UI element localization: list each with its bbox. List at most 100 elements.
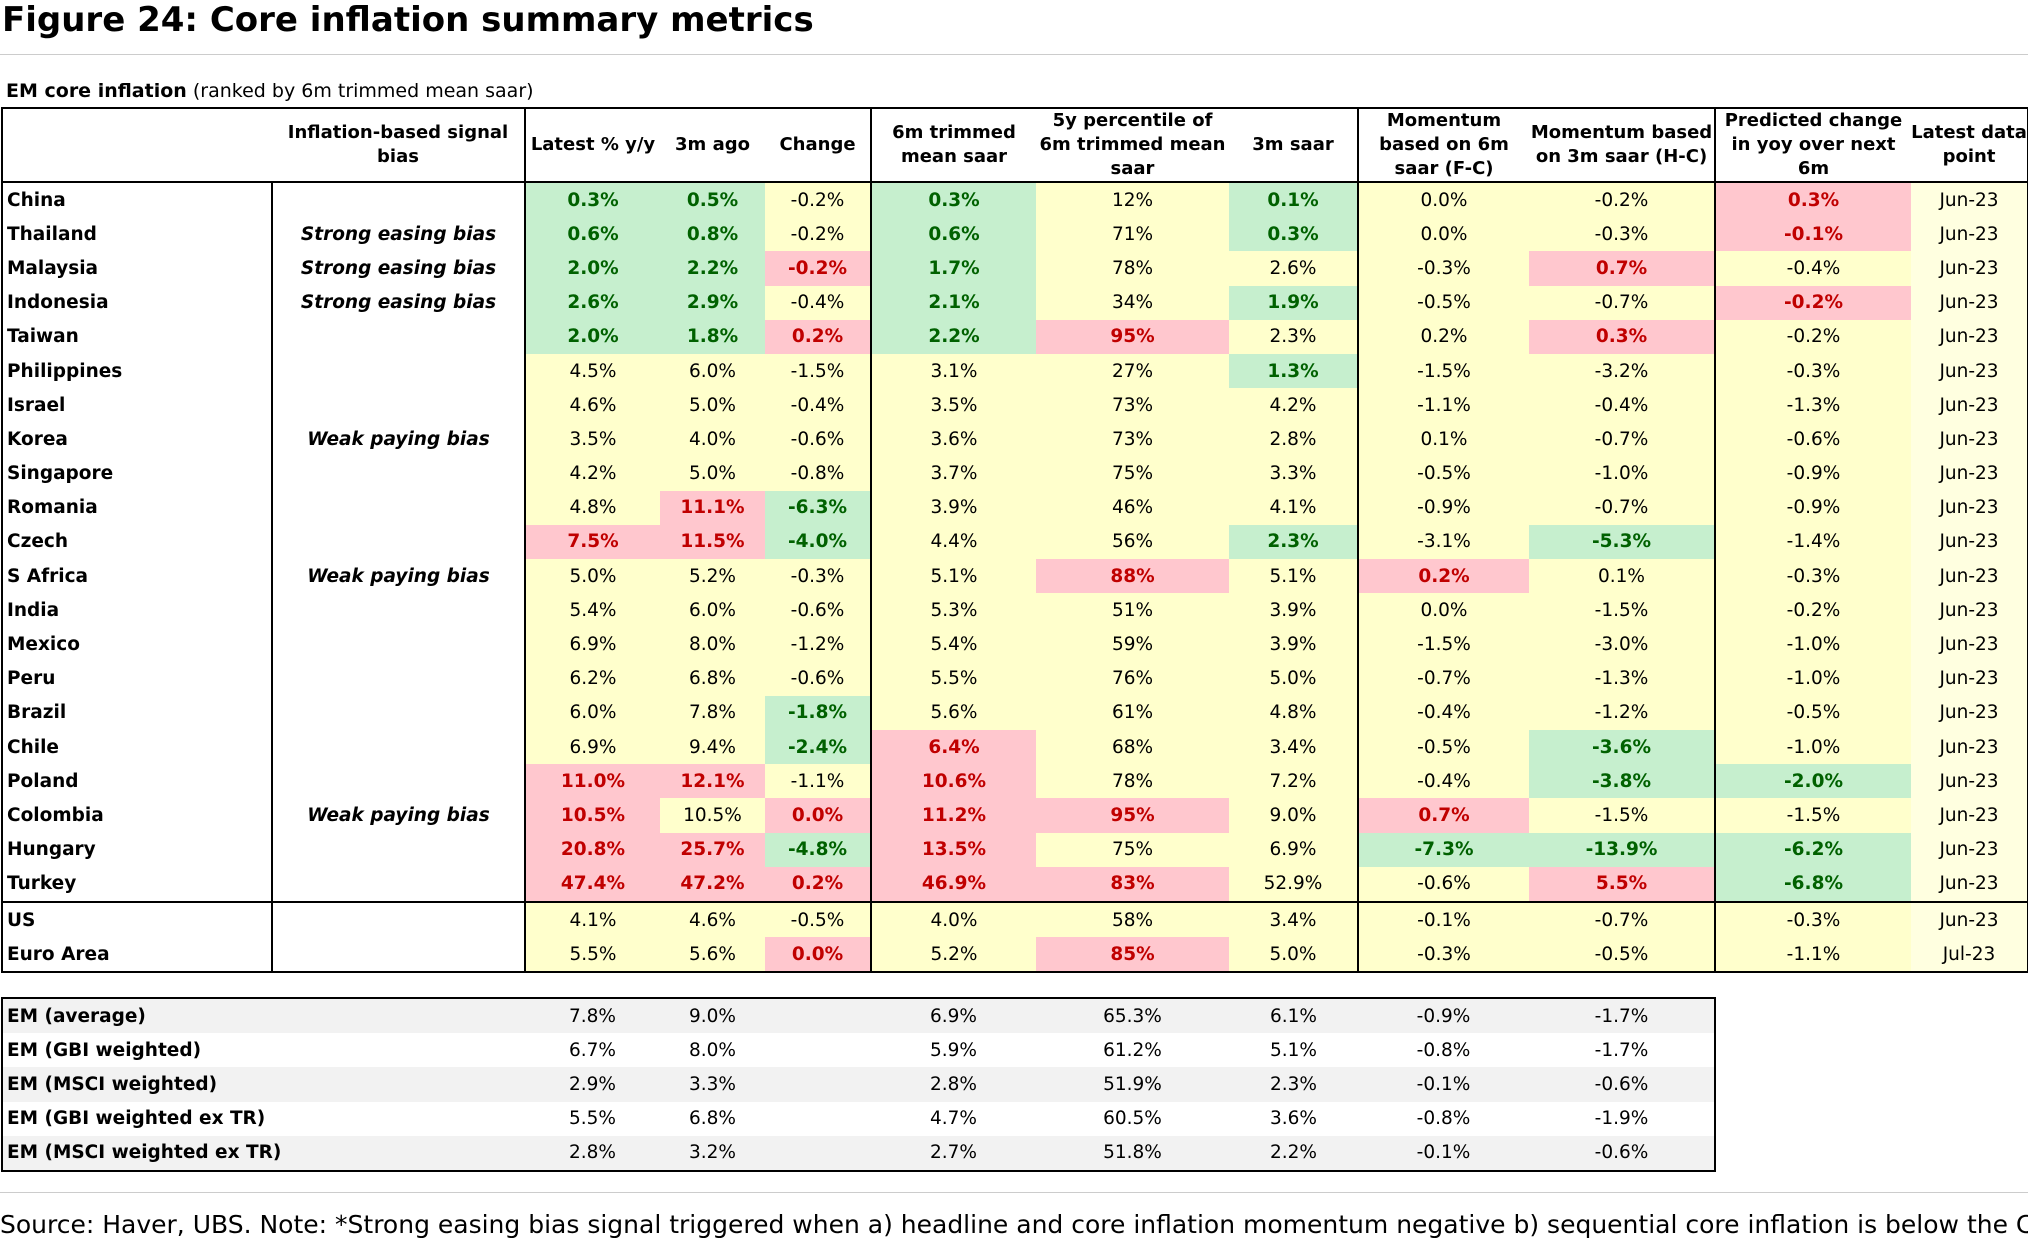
table-row: Taiwan 2.0% 1.8% 0.2% 2.2% 95% 2.3% 0.2% 0.3% -0.… bbox=[2, 319, 2028, 354]
table-cell: -6.3% bbox=[765, 490, 871, 525]
table-cell: Jun-23 bbox=[1911, 353, 2028, 389]
table-cell bbox=[271, 627, 525, 662]
table-cell: 56% bbox=[1036, 524, 1229, 560]
rule bbox=[0, 1192, 2028, 1193]
summary-cell: 6.1% bbox=[1229, 998, 1358, 1034]
table-cell: 83% bbox=[1036, 866, 1229, 902]
table-row: Czech 7.5% 11.5% -4.0% 4.4% 56% 2.3% -3.1% -5.3%… bbox=[2, 524, 2028, 560]
column-header: 6m trimmed mean saar bbox=[870, 108, 1036, 183]
table-cell: 2.1% bbox=[870, 285, 1036, 320]
table-cell: 2.3% bbox=[1229, 524, 1358, 560]
table-cell: 6.0% bbox=[660, 593, 765, 628]
table-cell: -0.5% bbox=[1357, 456, 1529, 491]
table-cell: 0.7% bbox=[1357, 798, 1529, 833]
column-header: Inflation-based signal bias bbox=[272, 108, 525, 183]
table-cell: 5.0% bbox=[660, 388, 765, 423]
summary-cell: -0.8% bbox=[1416, 1108, 1471, 1130]
summary-cell: EM (MSCI weighted ex TR) bbox=[2, 1135, 525, 1171]
table-cell: Jun-23 bbox=[1911, 695, 2028, 730]
table-cell: Jul-23 bbox=[1911, 937, 2028, 973]
summary-cell bbox=[765, 1033, 871, 1067]
table-cell: 0.1% bbox=[1229, 182, 1358, 218]
summary-row: EM (GBI weighted) 6.7% 8.0% 5.9% 61.2% 5.1% -0… bbox=[2, 1033, 1715, 1067]
summary-cell: 9.0% bbox=[660, 998, 765, 1034]
table-row: Euro Area 5.5% 5.6% 0.0% 5.2% 85% 5.0% -0.3% -0.… bbox=[2, 937, 2028, 973]
table-cell: 3.4% bbox=[1229, 730, 1358, 765]
table-cell: Jun-23 bbox=[1911, 832, 2028, 867]
summary-cell bbox=[765, 1067, 871, 1102]
table-row: Singapore 4.2% 5.0% -0.8% 3.7% 75% 3.3% -0.5% -1… bbox=[2, 456, 2028, 491]
table-cell: Jun-23 bbox=[1911, 627, 2028, 662]
summary-cell bbox=[765, 998, 871, 1034]
table-cell: 5.4% bbox=[870, 627, 1036, 662]
summary-cell: 6.7% bbox=[569, 1039, 616, 1061]
table-cell: Weak paying bias bbox=[271, 559, 525, 594]
table-cell: -13.9% bbox=[1529, 832, 1715, 867]
table-cell: Jun-23 bbox=[1911, 524, 2028, 560]
table-cell: 88% bbox=[1036, 559, 1229, 594]
table-cell: 0.6% bbox=[524, 217, 660, 252]
table-cell: -0.6% bbox=[765, 422, 871, 457]
table-cell: Strong easing bias bbox=[271, 217, 525, 252]
summary-cell: 8.0% bbox=[689, 1039, 736, 1061]
table-cell: 0.3% bbox=[1714, 182, 1911, 218]
metrics-table: Inflation-based signal bias Latest % y/y 3… bbox=[1, 107, 2028, 974]
table-cell: Weak paying bias bbox=[271, 798, 525, 833]
table-cell: -0.1% bbox=[1357, 900, 1529, 938]
table-cell: 3.7% bbox=[870, 456, 1036, 491]
table-cell: 46.9% bbox=[870, 866, 1036, 902]
table-cell: -5.3% bbox=[1529, 524, 1715, 560]
table-cell: 2.9% bbox=[660, 285, 765, 320]
table-cell: -0.2% bbox=[1714, 285, 1911, 320]
table-cell: 5.0% bbox=[1229, 661, 1358, 696]
table-cell: -0.2% bbox=[1714, 593, 1911, 628]
table-cell: 76% bbox=[1036, 661, 1229, 696]
summary-row: EM (MSCI weighted ex TR) 2.8% 3.2% 2.7% 51.8… bbox=[2, 1135, 1715, 1171]
table-cell: 5.0% bbox=[524, 559, 660, 594]
summary-cell: 3.6% bbox=[1270, 1108, 1317, 1130]
table-cell bbox=[271, 832, 525, 867]
table-cell: 75% bbox=[1036, 832, 1229, 867]
table-cell: 5.0% bbox=[1229, 937, 1358, 973]
table-cell: Jun-23 bbox=[1911, 285, 2028, 320]
table-cell: 0.1% bbox=[1529, 559, 1715, 594]
table-cell: 1.9% bbox=[1229, 285, 1358, 320]
table-cell: Korea bbox=[7, 428, 68, 450]
table-cell: -1.0% bbox=[1714, 730, 1911, 765]
table-cell: 10.5% bbox=[660, 798, 765, 833]
table-cell: Philippines bbox=[7, 360, 123, 382]
table-cell: -1.0% bbox=[1714, 627, 1911, 662]
table-cell: -1.5% bbox=[1529, 593, 1715, 628]
table-cell: 0.2% bbox=[765, 319, 871, 354]
table-cell: -0.5% bbox=[1714, 695, 1911, 730]
table-cell: 12% bbox=[1036, 182, 1229, 218]
table-cell: -3.8% bbox=[1529, 764, 1715, 799]
table-cell: 1.8% bbox=[660, 319, 765, 354]
table-cell: 2.3% bbox=[1229, 319, 1358, 354]
table-cell: -4.8% bbox=[765, 832, 871, 867]
table-cell: Poland bbox=[7, 770, 79, 792]
table-row: Turkey 47.4% 47.2% 0.2% 46.9% 83% 52.9% -0.6% 5.… bbox=[2, 866, 2028, 902]
table-cell: 47.2% bbox=[660, 866, 765, 902]
table-cell: 2.6% bbox=[524, 285, 660, 320]
table-cell: India bbox=[7, 599, 60, 621]
table-cell: Jun-23 bbox=[1911, 798, 2028, 833]
table-cell: -1.1% bbox=[1714, 937, 1911, 973]
column-header: Latest data point bbox=[1911, 108, 2028, 183]
table-cell: 73% bbox=[1036, 388, 1229, 423]
table-cell: 46% bbox=[1036, 490, 1229, 525]
table-cell: -3.6% bbox=[1529, 730, 1715, 765]
table-cell: -0.7% bbox=[1529, 900, 1715, 938]
table-cell: -0.4% bbox=[1529, 388, 1715, 423]
table-cell: -0.7% bbox=[1529, 285, 1715, 320]
table-row: Korea Weak paying bias 3.5% 4.0% -0.6% 3.6% 73… bbox=[2, 422, 2028, 457]
table-cell: -1.2% bbox=[765, 627, 871, 662]
table-cell: 3.3% bbox=[1229, 456, 1358, 491]
table-cell: 6.2% bbox=[524, 661, 660, 696]
table-cell: 27% bbox=[1036, 353, 1229, 389]
table-cell: Thailand bbox=[7, 223, 97, 245]
table-cell: 0.3% bbox=[524, 182, 660, 218]
table-cell bbox=[271, 764, 525, 799]
table-cell: 11.0% bbox=[524, 764, 660, 799]
summary-cell: 61.2% bbox=[1103, 1039, 1162, 1061]
